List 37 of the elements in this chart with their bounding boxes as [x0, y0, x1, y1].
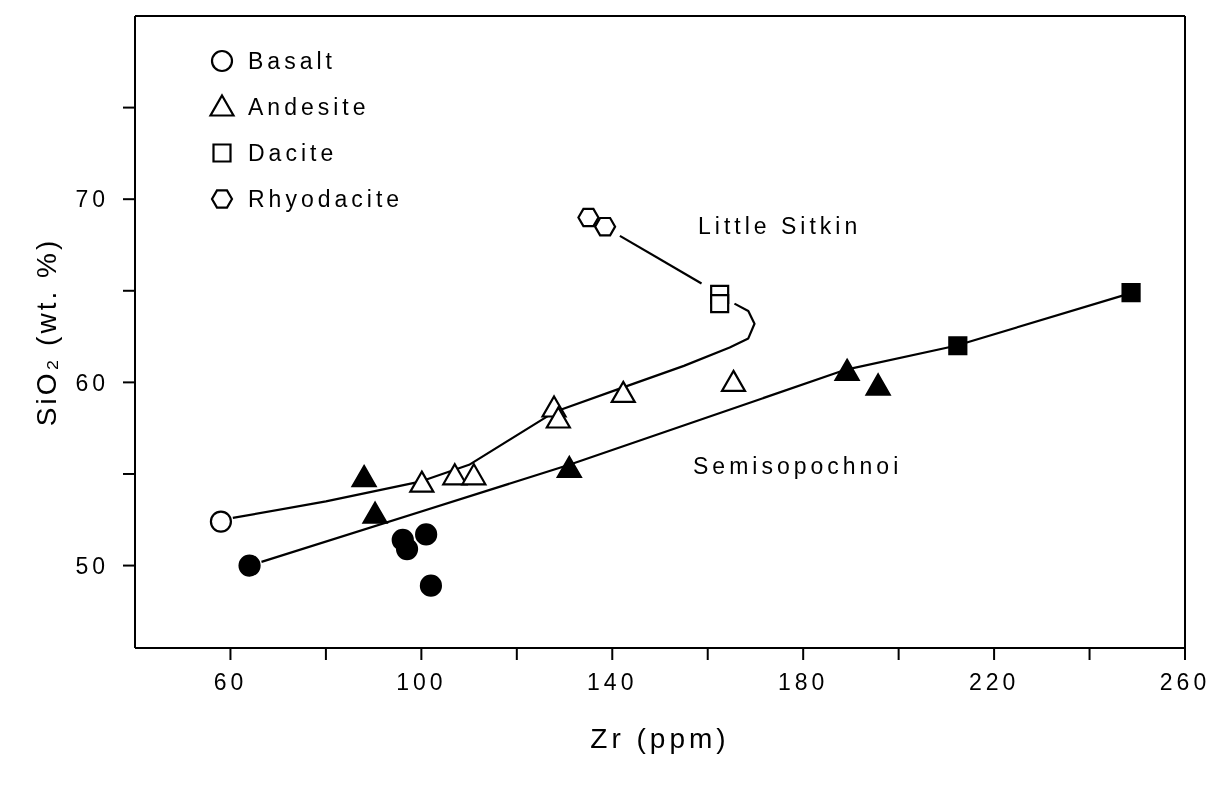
- point: [419, 574, 443, 597]
- point: [351, 465, 377, 488]
- point: [395, 538, 419, 561]
- y-axis-title: SiO₂ (wt. %): [31, 237, 62, 427]
- point: [209, 510, 233, 533]
- point: [594, 216, 617, 237]
- point: [577, 207, 600, 228]
- point: [409, 470, 435, 493]
- y-tick-label: 60: [75, 369, 109, 396]
- point: [865, 373, 891, 396]
- point: [1121, 283, 1141, 303]
- annotation: Little Sitkin: [698, 213, 862, 240]
- x-tick-label: 60: [213, 669, 248, 696]
- point: [415, 523, 438, 546]
- annotation: Semisopochnoi: [693, 453, 903, 480]
- x-tick-label: 180: [777, 669, 829, 696]
- x-tick-label: 260: [1159, 669, 1211, 696]
- point: [610, 380, 636, 403]
- x-tick-label: 140: [587, 669, 638, 696]
- point: [461, 463, 487, 486]
- legend-label: Andesite: [248, 93, 370, 121]
- point: [238, 554, 261, 577]
- point: [362, 501, 388, 524]
- y-tick-label: 70: [75, 186, 109, 213]
- legend-label: Dacite: [248, 139, 338, 167]
- point: [545, 406, 571, 429]
- legend-label: Rhyodacite: [248, 185, 404, 213]
- point: [948, 336, 968, 356]
- point: [720, 369, 747, 392]
- x-tick-label: 220: [968, 669, 1020, 696]
- x-axis-title: Zr (ppm): [590, 723, 730, 754]
- x-tick-label: 100: [396, 669, 447, 696]
- point: [710, 294, 730, 314]
- point: [834, 358, 860, 381]
- y-tick-label: 50: [75, 552, 109, 579]
- point: [556, 455, 582, 479]
- legend-label: Basalt: [248, 47, 336, 75]
